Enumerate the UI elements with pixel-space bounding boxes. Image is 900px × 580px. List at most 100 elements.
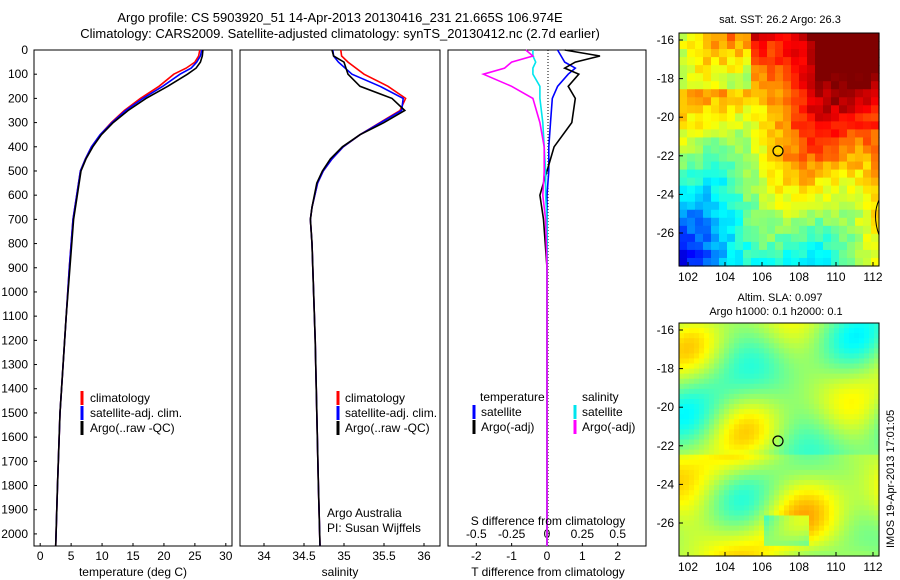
- depth-tick-label: 300: [8, 116, 28, 130]
- sla-cell: [844, 338, 850, 344]
- sla-cell: [819, 515, 825, 522]
- sla-cell: [799, 500, 805, 506]
- sla-cell: [754, 550, 760, 557]
- sla-cell: [869, 343, 875, 349]
- sst-cell: [719, 97, 728, 106]
- sst-cell: [751, 33, 760, 42]
- sla-cell: [779, 348, 785, 354]
- s-tick-label: -0.25: [498, 527, 526, 541]
- sla-cell: [759, 373, 765, 380]
- sst-cell: [823, 201, 832, 211]
- sst-cell: [687, 201, 696, 211]
- sst-cell: [855, 33, 864, 42]
- sst-cell: [703, 161, 712, 171]
- sst-cell: [815, 41, 824, 50]
- sla-cell: [869, 424, 875, 430]
- sla-cell: [709, 540, 715, 547]
- sla-cell: [804, 459, 810, 466]
- sla-cell: [799, 393, 805, 400]
- sla-cell: [839, 323, 845, 329]
- sla-cell: [734, 338, 740, 344]
- sla-cell: [784, 348, 790, 354]
- sla-cell: [799, 343, 805, 349]
- sst-cell: [839, 201, 848, 211]
- sla-cell: [749, 323, 755, 329]
- sst-cell: [839, 233, 848, 243]
- sla-cell: [704, 393, 710, 400]
- sla-cell: [749, 495, 755, 501]
- sla-cell: [719, 358, 725, 365]
- sla-cell: [704, 398, 710, 405]
- sla-cell: [734, 444, 740, 451]
- sst-cell: [791, 97, 800, 106]
- sla-cell: [864, 338, 870, 344]
- sla-cell: [724, 474, 730, 481]
- sla-cell: [704, 485, 710, 491]
- sla-cell: [844, 545, 850, 552]
- sla-cell: [704, 424, 710, 430]
- sla-cell: [834, 333, 840, 339]
- sla-cell: [839, 520, 845, 527]
- sla-cell: [834, 434, 840, 441]
- temperature-xticks: 0 5 10 15 20 25 30: [37, 543, 233, 563]
- sla-cell: [779, 338, 785, 344]
- sla-cell: [854, 404, 860, 410]
- sla-cell: [829, 485, 835, 491]
- sla-cell: [759, 485, 765, 491]
- sla-cell: [849, 328, 855, 334]
- sst-cell: [831, 185, 840, 195]
- sst-cell: [703, 169, 712, 179]
- sla-cell: [854, 490, 860, 496]
- sla-cell: [769, 540, 775, 547]
- sst-cell: [711, 81, 720, 90]
- sla-cell: [829, 429, 835, 436]
- sla-cell: [789, 444, 795, 451]
- sla-cell: [719, 449, 725, 456]
- sla-cell: [759, 348, 765, 354]
- sla-cell: [874, 530, 880, 537]
- sst-cell: [815, 233, 824, 243]
- sst-cell: [807, 201, 816, 211]
- sst-cell: [871, 177, 880, 187]
- sst-cell: [719, 225, 728, 235]
- sla-cell: [809, 434, 815, 441]
- sst-cell: [807, 57, 816, 66]
- sst-map: sat. SST: 26.2 Argo: 26.3 -16-18-20-22-2…: [657, 14, 883, 284]
- sla-cell: [739, 404, 745, 410]
- sla-cell: [834, 404, 840, 410]
- sla-cell: [724, 444, 730, 451]
- sla-cell: [684, 530, 690, 537]
- sla-cell: [829, 353, 835, 360]
- sla-map-title-2: Argo h1000: 0.1 h2000: 0.1: [709, 306, 842, 318]
- sst-cell: [831, 65, 840, 74]
- sla-cell: [754, 333, 760, 339]
- sla-cell: [749, 530, 755, 537]
- sst-cell: [775, 145, 784, 155]
- sla-cell: [789, 434, 795, 441]
- sla-cell: [859, 434, 865, 441]
- sst-cell: [855, 169, 864, 179]
- sla-cell: [784, 424, 790, 430]
- sla-cell: [824, 490, 830, 496]
- sla-cell: [874, 520, 880, 527]
- sla-cell: [719, 500, 725, 506]
- sst-cell: [823, 193, 832, 203]
- sla-cell: [874, 495, 880, 501]
- sst-cell: [823, 257, 832, 267]
- sla-cell: [799, 358, 805, 365]
- sla-cell: [684, 328, 690, 334]
- sla-cell: [869, 464, 875, 471]
- sla-cell: [754, 434, 760, 441]
- sla-cell: [719, 520, 725, 527]
- sla-cell: [729, 505, 735, 512]
- sla-cell: [684, 348, 690, 354]
- sla-cell: [819, 545, 825, 552]
- sla-cell: [844, 419, 850, 425]
- sla-cell: [779, 480, 785, 486]
- sla-cell: [729, 328, 735, 334]
- sla-cell: [749, 535, 755, 542]
- sla-cell: [774, 505, 780, 512]
- depth-tick-label: 200: [8, 91, 28, 105]
- sst-cell: [783, 97, 792, 106]
